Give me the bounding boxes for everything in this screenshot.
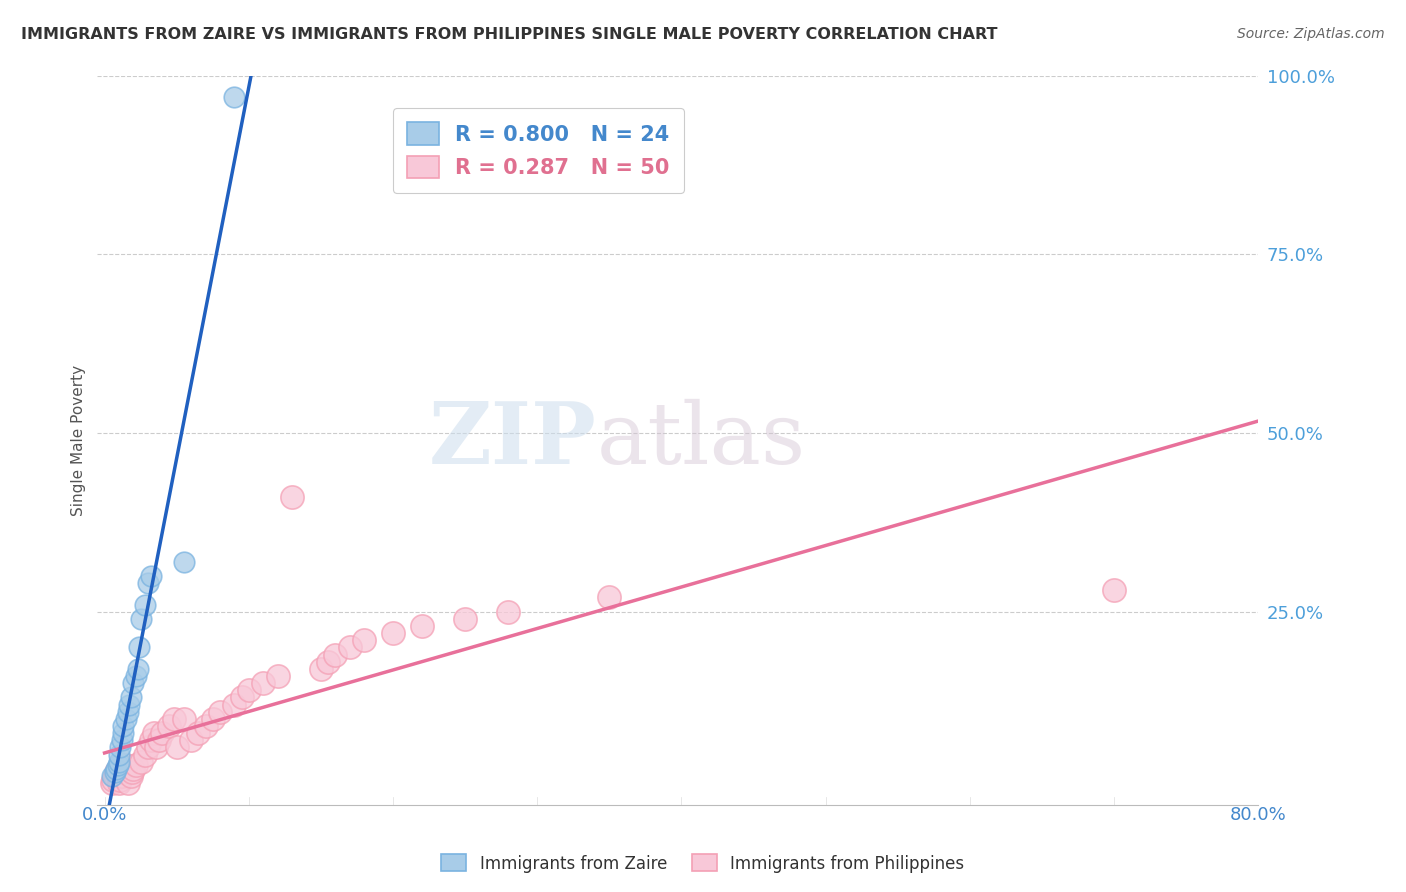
- Point: [112, 719, 135, 733]
- Point: [134, 598, 156, 612]
- Point: [136, 576, 159, 591]
- Point: [115, 758, 138, 772]
- Text: 80.0%: 80.0%: [1230, 806, 1286, 824]
- Point: [454, 612, 477, 626]
- Y-axis label: Single Male Poverty: Single Male Poverty: [72, 365, 86, 516]
- Point: [316, 655, 339, 669]
- Point: [139, 733, 162, 747]
- Point: [129, 755, 152, 769]
- Point: [224, 90, 246, 104]
- Point: [129, 612, 152, 626]
- Point: [353, 633, 375, 648]
- Point: [325, 648, 347, 662]
- Point: [187, 726, 209, 740]
- Point: [148, 733, 170, 747]
- Point: [1102, 583, 1125, 598]
- Point: [111, 769, 134, 783]
- Point: [139, 569, 162, 583]
- Point: [150, 726, 173, 740]
- Point: [107, 762, 129, 776]
- Point: [411, 619, 433, 633]
- Point: [498, 605, 520, 619]
- Point: [111, 733, 134, 747]
- Point: [105, 762, 128, 776]
- Point: [117, 776, 139, 790]
- Point: [108, 755, 131, 769]
- Point: [120, 690, 142, 705]
- Point: [173, 712, 195, 726]
- Text: 0.0%: 0.0%: [82, 806, 128, 824]
- Point: [110, 772, 132, 787]
- Point: [159, 719, 181, 733]
- Point: [114, 762, 136, 776]
- Point: [166, 740, 188, 755]
- Point: [134, 747, 156, 762]
- Point: [238, 683, 260, 698]
- Point: [231, 690, 253, 705]
- Point: [104, 769, 127, 783]
- Point: [382, 626, 405, 640]
- Point: [266, 669, 288, 683]
- Legend: Immigrants from Zaire, Immigrants from Philippines: Immigrants from Zaire, Immigrants from P…: [434, 847, 972, 880]
- Point: [122, 676, 145, 690]
- Point: [145, 740, 167, 755]
- Point: [112, 726, 135, 740]
- Point: [194, 719, 217, 733]
- Point: [117, 705, 139, 719]
- Point: [281, 490, 304, 504]
- Point: [104, 765, 127, 780]
- Point: [180, 733, 202, 747]
- Point: [107, 758, 129, 772]
- Point: [120, 769, 142, 783]
- Point: [309, 662, 332, 676]
- Point: [173, 555, 195, 569]
- Legend: R = 0.800   N = 24, R = 0.287   N = 50: R = 0.800 N = 24, R = 0.287 N = 50: [392, 108, 685, 193]
- Point: [100, 769, 122, 783]
- Point: [125, 758, 148, 772]
- Point: [127, 662, 149, 676]
- Point: [100, 776, 122, 790]
- Point: [121, 765, 143, 780]
- Text: IMMIGRANTS FROM ZAIRE VS IMMIGRANTS FROM PHILIPPINES SINGLE MALE POVERTY CORRELA: IMMIGRANTS FROM ZAIRE VS IMMIGRANTS FROM…: [21, 27, 998, 42]
- Point: [105, 765, 128, 780]
- Point: [112, 765, 135, 780]
- Point: [224, 698, 246, 712]
- Point: [122, 762, 145, 776]
- Point: [142, 726, 165, 740]
- Point: [110, 740, 132, 755]
- Point: [136, 740, 159, 755]
- Point: [103, 772, 125, 787]
- Point: [598, 591, 620, 605]
- Point: [201, 712, 224, 726]
- Point: [118, 698, 141, 712]
- Text: Source: ZipAtlas.com: Source: ZipAtlas.com: [1237, 27, 1385, 41]
- Point: [115, 712, 138, 726]
- Point: [163, 712, 186, 726]
- Point: [128, 640, 150, 655]
- Point: [125, 669, 148, 683]
- Point: [339, 640, 361, 655]
- Point: [108, 776, 131, 790]
- Text: ZIP: ZIP: [429, 398, 596, 482]
- Text: atlas: atlas: [596, 399, 806, 482]
- Point: [252, 676, 274, 690]
- Point: [108, 747, 131, 762]
- Point: [208, 705, 231, 719]
